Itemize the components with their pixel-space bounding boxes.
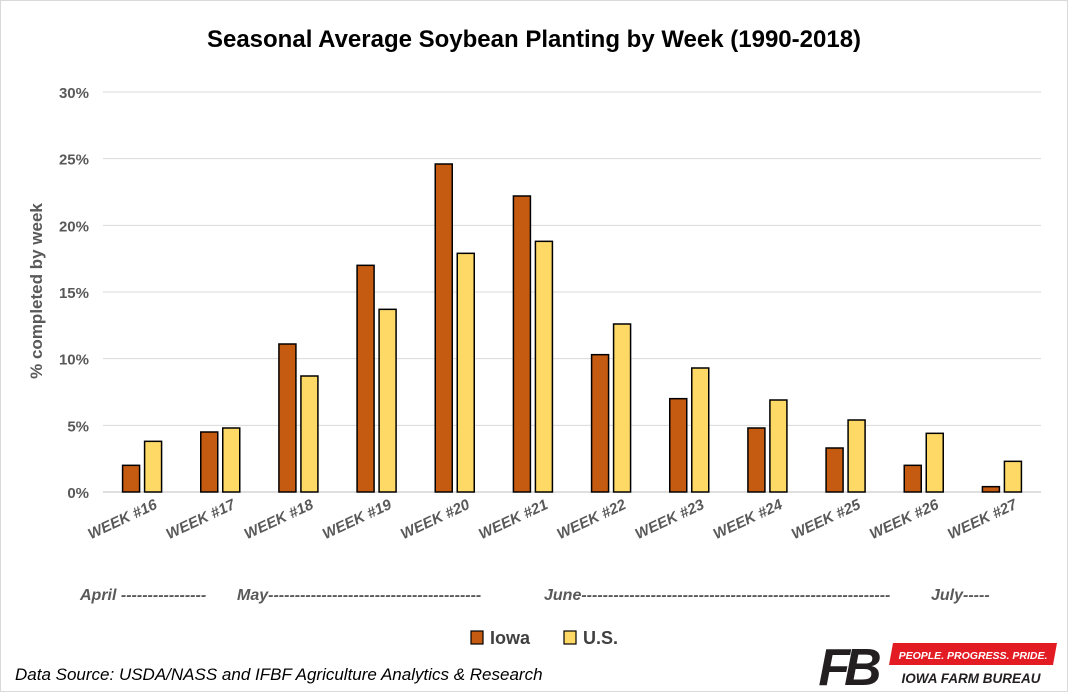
- bar-us: [534, 240, 554, 493]
- x-tick-labels: WEEK #16 WEEK #17 WEEK #18 WEEK #19 WEEK #20…: [85, 496, 1020, 543]
- bar-iowa: [590, 353, 610, 493]
- chart-title: Seasonal Average Soybean Planting by Wee…: [207, 26, 861, 53]
- legend-label: Iowa: [490, 628, 531, 648]
- month-label: July-----: [931, 587, 990, 604]
- legend-item: U.S.: [563, 628, 618, 648]
- x-tick-label: WEEK #23: [633, 496, 708, 543]
- category-group: [278, 343, 319, 493]
- month-label: April ----------------: [79, 587, 206, 604]
- bar-us: [769, 399, 788, 493]
- bar-iowa: [669, 397, 688, 493]
- bar-us: [1003, 460, 1023, 493]
- legend: Iowa U.S.: [470, 628, 618, 648]
- logo-name: IOWA FARM BUREAU: [902, 671, 1042, 686]
- category-group: [903, 432, 944, 493]
- logo-tagline: PEOPLE. PROGRESS. PRIDE.: [899, 650, 1048, 662]
- y-tick-label: 30%: [59, 85, 89, 102]
- bar-iowa: [903, 464, 922, 493]
- y-tick-label: 5%: [67, 418, 89, 435]
- bar-us: [691, 367, 710, 493]
- y-tick-label: 0%: [67, 485, 89, 502]
- x-tick-label: WEEK #21: [476, 496, 550, 543]
- bar-us: [143, 440, 163, 493]
- bar-iowa: [278, 343, 297, 493]
- legend-label: U.S.: [583, 628, 618, 648]
- bar-us: [847, 419, 866, 493]
- y-axis-label: % completed by week: [27, 203, 46, 379]
- bar-iowa: [747, 427, 766, 493]
- x-tick-label: WEEK #19: [320, 496, 395, 543]
- y-tick-label: 15%: [59, 285, 89, 302]
- bar-us: [300, 375, 319, 493]
- category-group: [121, 440, 163, 493]
- iowa-farm-bureau-logo: FB PEOPLE. PROGRESS. PRIDE. IOWA FARM BU…: [818, 639, 1057, 696]
- y-tick-label: 25%: [59, 152, 89, 169]
- category-group: [590, 323, 632, 493]
- category-group: [434, 163, 475, 493]
- bar-iowa: [356, 264, 375, 493]
- x-tick-label: WEEK #24: [711, 496, 786, 543]
- legend-swatch: [470, 630, 484, 645]
- bar-iowa: [512, 195, 532, 493]
- bars: [121, 163, 1023, 493]
- x-tick-label: WEEK #25: [789, 496, 864, 543]
- y-tick-label: 20%: [59, 218, 89, 235]
- month-label: May-------------------------------------…: [237, 587, 481, 604]
- gridlines: [103, 91, 1041, 493]
- category-group: [200, 427, 241, 493]
- bar-iowa: [200, 431, 219, 493]
- y-tick-labels: 0% 5% 10% 15% 20% 25% 30%: [59, 85, 89, 502]
- category-group: [356, 264, 397, 493]
- data-source-note: Data Source: USDA/NASS and IFBF Agricult…: [15, 665, 543, 684]
- legend-item: Iowa: [470, 628, 531, 648]
- x-tick-label: WEEK #17: [164, 496, 239, 543]
- bar-us: [456, 252, 475, 493]
- bar-iowa: [434, 163, 453, 493]
- x-tick-label: WEEK #26: [867, 496, 942, 543]
- y-tick-label: 10%: [59, 352, 89, 369]
- logo-tagline-banner: [889, 643, 1057, 665]
- category-group: [825, 419, 866, 493]
- category-group: [512, 195, 554, 493]
- month-label: June------------------------------------…: [544, 587, 890, 604]
- bar-iowa: [825, 447, 844, 493]
- category-group: [747, 399, 788, 493]
- logo-mark: FB: [818, 639, 880, 691]
- x-tick-label: WEEK #16: [85, 496, 160, 543]
- x-tick-label: WEEK #18: [242, 496, 317, 543]
- category-group: [981, 460, 1023, 493]
- bar-iowa: [121, 464, 141, 493]
- bar-us: [378, 308, 397, 493]
- bar-us: [612, 323, 632, 493]
- category-group: [669, 367, 710, 493]
- month-labels: April ---------------- May---------------…: [79, 587, 990, 604]
- x-tick-label: WEEK #22: [554, 496, 629, 543]
- bar-us: [925, 432, 944, 493]
- bar-us: [222, 427, 241, 493]
- legend-swatch: [563, 630, 577, 645]
- bar-iowa: [981, 485, 1001, 493]
- x-tick-label: WEEK #20: [398, 496, 473, 543]
- x-tick-label: WEEK #27: [945, 496, 1020, 543]
